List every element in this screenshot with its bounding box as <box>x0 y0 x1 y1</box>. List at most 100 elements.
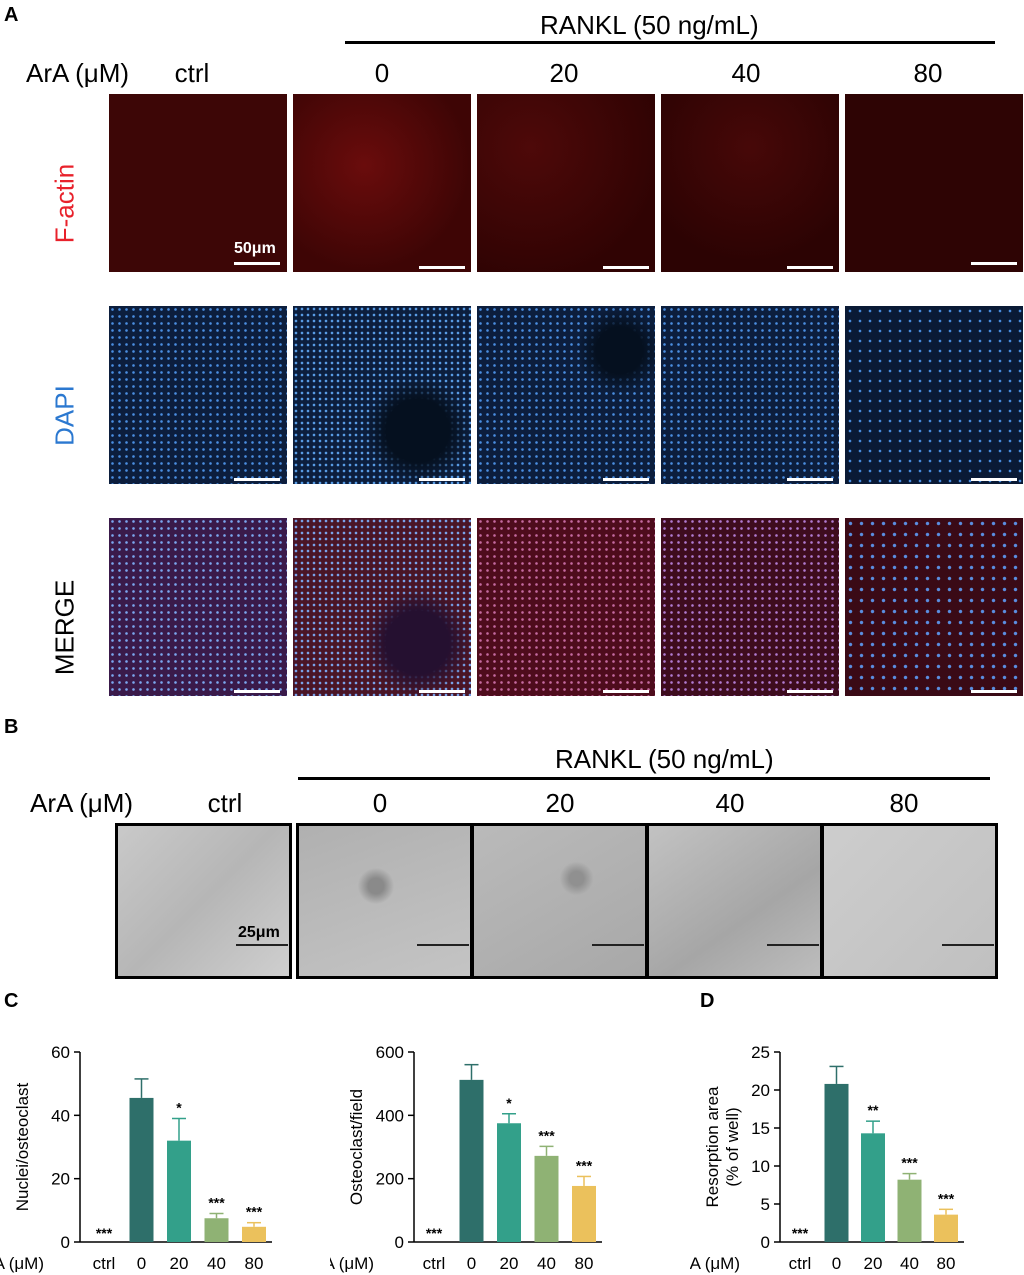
x-tick-label: 20 <box>864 1254 883 1273</box>
y-tick-label: 200 <box>376 1170 404 1189</box>
sem-20-image <box>471 823 648 979</box>
bar <box>897 1179 922 1242</box>
x-tick-label: 40 <box>900 1254 919 1273</box>
panel-b-col-80: 80 <box>889 788 919 818</box>
scale-bar <box>942 944 994 946</box>
y-tick-label: 20 <box>51 1170 70 1189</box>
significance-marker: * <box>506 1095 512 1111</box>
x-tick-label: ctrl <box>789 1254 812 1273</box>
sem-ctrl-image: 25μm <box>115 823 292 979</box>
scale-bar <box>234 262 280 265</box>
significance-marker: *** <box>426 1225 443 1241</box>
panel-b-dose-label: ArA (μM) <box>30 788 134 818</box>
y-tick-label: 5 <box>761 1195 770 1214</box>
scale-bar <box>592 944 644 946</box>
sem-0-image <box>296 823 473 979</box>
x-tick-label: 20 <box>500 1254 519 1273</box>
x-tick-label: 0 <box>137 1254 146 1273</box>
factin-20-image <box>477 94 655 272</box>
x-tick-label: 0 <box>832 1254 841 1273</box>
significance-marker: *** <box>246 1204 263 1220</box>
significance-marker: *** <box>901 1155 918 1171</box>
x-tick-label: 0 <box>467 1254 476 1273</box>
scale-label-25um: 25μm <box>238 924 280 941</box>
bar <box>861 1133 885 1242</box>
scale-bar <box>419 266 465 269</box>
panel-a-col-40: 40 <box>731 58 761 88</box>
panel-a-dose-label: ArA (μM) <box>26 58 130 88</box>
significance-marker: *** <box>208 1195 225 1211</box>
merge-80-image <box>845 518 1023 696</box>
scale-bar <box>417 944 469 946</box>
x-tick-label: 40 <box>207 1254 226 1273</box>
merge-40-image <box>661 518 839 696</box>
scale-bar <box>234 690 280 693</box>
row-label-dapi: DAPI <box>49 385 80 446</box>
x-axis-caption: ArA (μM) <box>330 1254 374 1273</box>
x-axis-caption: ArA (μM) <box>690 1254 740 1273</box>
x-tick-label: ctrl <box>93 1254 116 1273</box>
x-tick-label: 80 <box>575 1254 594 1273</box>
scale-bar <box>603 690 649 693</box>
x-tick-label: 40 <box>537 1254 556 1273</box>
scale-bar <box>234 478 280 481</box>
panel-a-treatment-line <box>345 41 995 44</box>
sem-80-image <box>821 823 998 979</box>
significance-marker: *** <box>96 1225 113 1241</box>
panel-a-col-0: 0 <box>374 58 390 88</box>
bar <box>497 1123 521 1242</box>
panel-b-col-ctrl: ctrl <box>207 788 243 818</box>
x-tick-label: 80 <box>245 1254 264 1273</box>
panel-b-letter: B <box>4 716 19 738</box>
panel-b-col-40: 40 <box>715 788 745 818</box>
bar <box>204 1218 229 1242</box>
scale-bar <box>767 944 819 946</box>
scale-bar <box>971 690 1017 693</box>
y-tick-label: 60 <box>51 1043 70 1062</box>
bar <box>572 1185 596 1242</box>
dapi-ctrl-image <box>109 306 287 484</box>
factin-ctrl-image: 50μm <box>109 94 287 272</box>
bar <box>534 1155 559 1242</box>
x-tick-label: ctrl <box>423 1254 446 1273</box>
factin-80-image <box>845 94 1023 272</box>
scale-bar <box>419 478 465 481</box>
y-tick-label: 15 <box>751 1119 770 1138</box>
dapi-0-image <box>293 306 471 484</box>
nuclei-per-osteoclast-chart: 0 20 40 60 Nuclei/osteoclast ArA (μM) ctrl *** 0… <box>0 1043 272 1273</box>
bar <box>129 1097 154 1242</box>
panel-b-col-0: 0 <box>372 788 388 818</box>
scale-label-50um: 50μm <box>234 240 276 257</box>
y-tick-label: 20 <box>751 1081 770 1100</box>
panel-a-letter: A <box>4 4 19 26</box>
x-axis-caption: ArA (μM) <box>0 1254 44 1273</box>
y-axis-label: Nuclei/osteoclast <box>13 1082 32 1211</box>
scale-bar <box>787 266 833 269</box>
merge-0-image <box>293 518 471 696</box>
dapi-20-image <box>477 306 655 484</box>
y-tick-label: 400 <box>376 1106 404 1125</box>
significance-marker: *** <box>938 1190 955 1206</box>
y-tick-label: 10 <box>751 1157 770 1176</box>
scale-bar <box>603 478 649 481</box>
significance-marker: ** <box>868 1102 879 1118</box>
dapi-80-image <box>845 306 1023 484</box>
panel-b-treatment-line <box>298 777 990 780</box>
y-axis-label: Resorption area <box>703 1086 722 1208</box>
y-tick-label: 0 <box>61 1233 70 1252</box>
scale-bar <box>603 266 649 269</box>
panel-a-col-20: 20 <box>549 58 579 88</box>
bar <box>459 1079 484 1242</box>
merge-20-image <box>477 518 655 696</box>
bar <box>934 1214 958 1242</box>
significance-marker: *** <box>538 1127 555 1143</box>
resorption-area-chart: 0 5 10 15 20 25 Resorption area(% of well) ArA … <box>690 1043 964 1273</box>
significance-marker: * <box>176 1100 182 1116</box>
scale-bar <box>419 690 465 693</box>
scale-bar <box>787 478 833 481</box>
dapi-40-image <box>661 306 839 484</box>
y-tick-label: 600 <box>376 1043 404 1062</box>
panel-c-letter: C <box>4 990 19 1012</box>
row-label-merge: MERGE <box>49 579 80 676</box>
